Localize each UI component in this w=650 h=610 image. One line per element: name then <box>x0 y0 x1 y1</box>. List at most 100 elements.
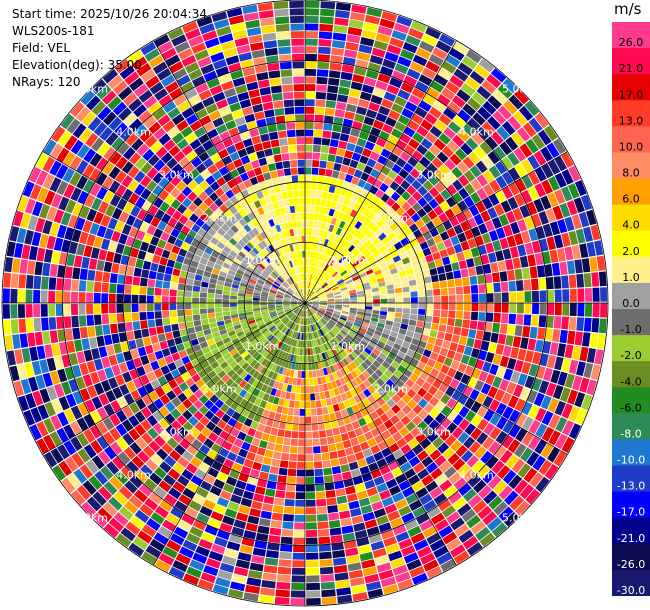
velocity-gate <box>372 265 381 272</box>
velocity-gate <box>330 201 338 210</box>
velocity-gate <box>290 299 298 302</box>
velocity-gate <box>333 252 340 260</box>
velocity-gate <box>91 348 101 360</box>
velocity-gate <box>482 100 497 115</box>
velocity-gate <box>205 558 221 569</box>
velocity-gate <box>106 461 120 475</box>
velocity-gate <box>350 300 358 303</box>
velocity-gate <box>195 545 210 557</box>
velocity-gate <box>233 276 242 282</box>
velocity-gate <box>278 350 284 358</box>
velocity-gate <box>272 201 280 210</box>
velocity-gate <box>313 453 322 462</box>
velocity-gate <box>425 220 436 231</box>
velocity-gate <box>309 266 313 274</box>
velocity-gate <box>178 48 193 60</box>
velocity-gate <box>183 388 194 398</box>
velocity-gate <box>352 475 364 485</box>
velocity-gate <box>248 34 263 44</box>
velocity-gate <box>57 224 67 239</box>
velocity-gate <box>191 75 206 87</box>
velocity-gate <box>291 175 299 183</box>
velocity-gate <box>305 514 317 522</box>
velocity-gate <box>302 288 304 296</box>
velocity-gate <box>392 277 401 284</box>
velocity-gate <box>522 267 531 280</box>
velocity-gate <box>196 330 205 338</box>
velocity-gate <box>278 467 288 476</box>
velocity-gate <box>372 547 387 559</box>
velocity-gate <box>348 461 359 471</box>
velocity-gate <box>86 385 98 399</box>
velocity-gate <box>159 499 173 512</box>
velocity-gate <box>407 156 419 168</box>
velocity-gate <box>337 503 349 512</box>
velocity-gate <box>386 316 394 322</box>
velocity-gate <box>157 375 168 386</box>
velocity-gate <box>488 165 501 179</box>
velocity-gate <box>279 223 286 231</box>
velocity-gate <box>362 370 371 379</box>
velocity-gate <box>429 407 440 419</box>
velocity-gate <box>307 289 310 296</box>
velocity-gate <box>560 151 574 168</box>
velocity-gate <box>379 336 388 344</box>
velocity-gate <box>449 254 458 264</box>
velocity-gate <box>424 443 437 455</box>
velocity-gate <box>327 505 339 514</box>
velocity-gate <box>273 281 281 287</box>
velocity-gate <box>384 369 393 379</box>
velocity-gate <box>305 310 308 318</box>
velocity-gate <box>82 179 95 193</box>
velocity-gate <box>334 480 345 490</box>
velocity-gate <box>395 307 403 313</box>
velocity-gate <box>150 453 164 466</box>
velocity-gate <box>317 278 323 285</box>
velocity-gate <box>291 267 296 275</box>
velocity-gate <box>3 319 12 335</box>
velocity-gate <box>446 246 456 256</box>
velocity-gate <box>350 297 358 301</box>
velocity-gate <box>482 470 496 484</box>
velocity-gate <box>325 100 336 109</box>
velocity-gate <box>121 175 133 188</box>
velocity-gate <box>372 310 380 315</box>
velocity-gate <box>80 90 96 106</box>
velocity-gate <box>253 270 261 277</box>
velocity-gate <box>260 375 268 384</box>
velocity-gate <box>439 249 449 258</box>
velocity-gate <box>440 231 450 241</box>
velocity-gate <box>117 451 131 465</box>
velocity-gate <box>146 311 155 320</box>
velocity-gate <box>325 398 333 406</box>
velocity-gate <box>329 249 335 257</box>
velocity-gate <box>297 167 305 175</box>
velocity-gate <box>460 268 469 278</box>
velocity-gate <box>179 546 195 559</box>
velocity-gate <box>478 350 488 361</box>
velocity-gate <box>207 517 221 529</box>
velocity-gate <box>344 447 354 456</box>
velocity-gate <box>247 212 256 221</box>
velocity-gate <box>81 256 90 269</box>
velocity-gate <box>293 331 298 339</box>
velocity-gate <box>153 127 166 140</box>
range-ring-label: 3.0km <box>159 168 194 181</box>
velocity-gate <box>57 411 69 427</box>
velocity-gate <box>169 303 177 311</box>
velocity-gate <box>343 366 350 375</box>
velocity-gate <box>134 411 146 423</box>
velocity-gate <box>310 190 317 198</box>
velocity-gate <box>547 192 559 207</box>
velocity-gate <box>357 401 366 411</box>
velocity-gate <box>128 339 137 350</box>
velocity-gate <box>102 161 115 176</box>
velocity-gate <box>446 538 462 551</box>
velocity-gate <box>268 335 275 342</box>
velocity-gate <box>347 372 355 381</box>
velocity-gate <box>334 411 343 420</box>
velocity-gate <box>362 318 371 324</box>
velocity-gate <box>272 451 282 460</box>
velocity-gate <box>462 156 475 169</box>
velocity-gate <box>451 426 464 439</box>
